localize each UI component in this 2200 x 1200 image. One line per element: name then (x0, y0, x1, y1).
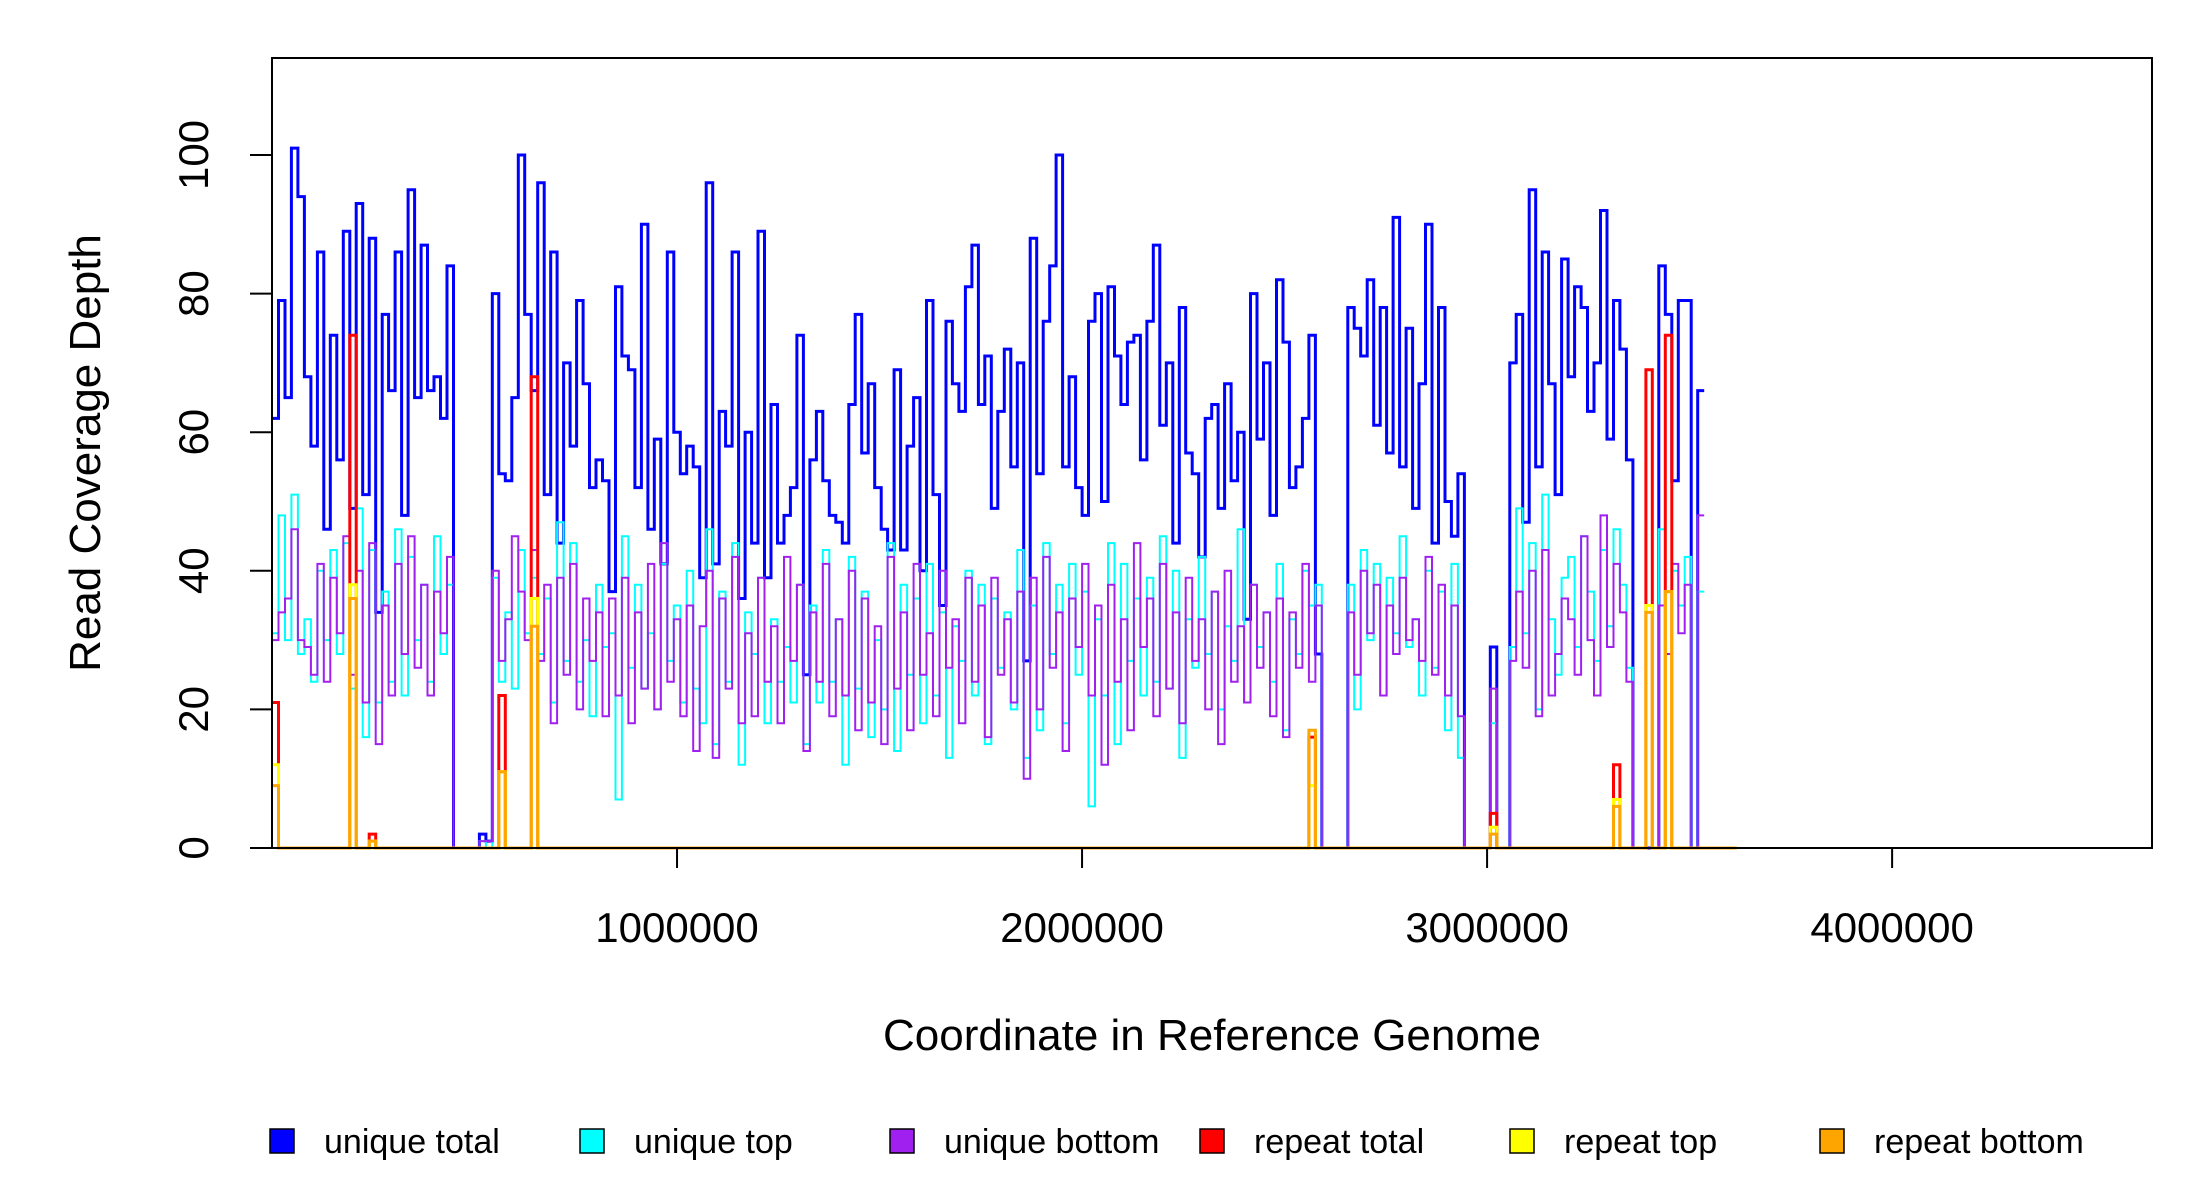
series-line-unique-top (272, 493, 1705, 849)
y-axis-label: Read Coverage Depth (61, 234, 110, 672)
y-axis: 0 20 40 60 80 100 (170, 120, 272, 860)
legend-swatch (269, 1128, 295, 1154)
series-line-unique-total (272, 146, 1705, 850)
x-axis-label: Coordinate in Reference Genome (883, 1011, 1541, 1060)
series-line-unique-bottom (272, 514, 1705, 849)
x-tick-label: 2000000 (1000, 904, 1164, 951)
y-tick-label: 20 (170, 686, 217, 733)
legend-label: repeat total (1254, 1123, 1424, 1161)
legend-label: unique bottom (944, 1123, 1160, 1161)
x-tick-label: 1000000 (595, 904, 759, 951)
x-axis: 1000000 2000000 3000000 4000000 (595, 848, 1974, 951)
legend-swatch (1509, 1128, 1535, 1154)
legend-label: unique total (324, 1123, 500, 1161)
legend-label: unique top (634, 1123, 793, 1161)
legend-label: repeat top (1564, 1123, 1717, 1161)
legend-swatch (1819, 1128, 1845, 1154)
x-tick-label: 3000000 (1405, 904, 1569, 951)
legend-swatch (579, 1128, 605, 1154)
legend-swatch (889, 1128, 915, 1154)
legend-label: repeat bottom (1874, 1123, 2084, 1161)
plot-frame (271, 57, 2153, 849)
y-tick-label: 100 (170, 120, 217, 190)
legend: unique total unique top unique bottom repea… (269, 1123, 2084, 1161)
y-tick-label: 60 (170, 409, 217, 456)
legend-swatch (1199, 1128, 1225, 1154)
y-tick-label: 80 (170, 270, 217, 317)
x-tick-label: 4000000 (1810, 904, 1974, 951)
y-tick-label: 40 (170, 547, 217, 594)
y-tick-label: 0 (170, 836, 217, 859)
